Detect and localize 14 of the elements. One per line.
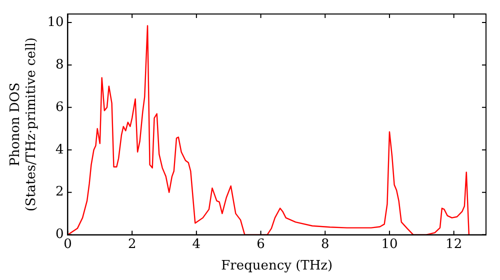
y-tick-label: 0 — [55, 227, 64, 242]
x-axis-title: Frequency (THz) — [221, 258, 333, 274]
x-tick-label: 4 — [192, 236, 201, 252]
x-tick-label: 2 — [128, 236, 136, 252]
y-tick-label: 8 — [55, 57, 64, 72]
x-tick-label: 6 — [256, 236, 265, 252]
y-tick-label: 6 — [55, 100, 64, 115]
y-tick-label: 4 — [55, 142, 64, 158]
y-axis-title: Phonon DOS (States/THz·primitive cell) — [8, 37, 39, 212]
x-tick-label: 10 — [381, 236, 398, 252]
x-tick-label: 8 — [320, 236, 330, 252]
y-tick-label: 2 — [55, 184, 64, 200]
y-tick-label: 10 — [47, 14, 64, 30]
x-tick-label: 12 — [446, 236, 462, 252]
